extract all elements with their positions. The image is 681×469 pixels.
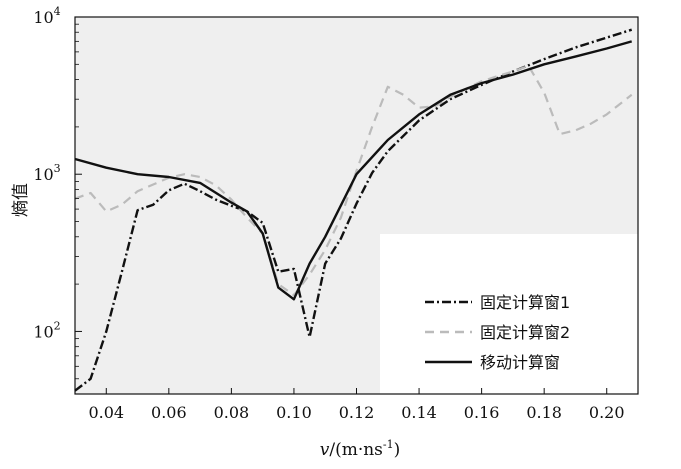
x-tick-label: 0.16 [464, 403, 500, 422]
x-tick-label: 0.10 [276, 403, 312, 422]
legend-label-1: 固定计算窗1 [480, 293, 570, 312]
x-tick-label: 0.06 [151, 403, 187, 422]
x-tick-label: 0.12 [339, 403, 375, 422]
x-axis-label-var: v [320, 440, 330, 460]
legend-label-3: 移动计算窗 [480, 353, 560, 372]
x-axis-label-sup: -1 [383, 438, 394, 451]
x-tick-label: 0.20 [589, 403, 625, 422]
legend-label-2: 固定计算窗2 [480, 323, 570, 342]
series-layer [74, 28, 633, 392]
x-tick-label: 0.14 [401, 403, 437, 422]
x-axis-label-close: ) [394, 440, 401, 460]
x-tick-label: 0.18 [526, 403, 562, 422]
y-axis-label: 熵值 [11, 183, 31, 217]
y-tick-label: 102 [33, 319, 60, 341]
x-axis-label: v/(m·ns-1) [320, 438, 401, 460]
legend-box [380, 234, 638, 394]
x-tick-label: 0.08 [214, 403, 250, 422]
legend: 固定计算窗1 固定计算窗2 移动计算窗 [425, 293, 570, 372]
x-axis-label-unit: /(m·ns [329, 440, 383, 460]
x-axis: 0.04 0.06 0.08 0.10 0.12 0.14 0.16 0.18 0.20 [88, 388, 625, 422]
y-tick-label: 103 [33, 162, 60, 184]
y-axis: 102 103 104 [33, 5, 82, 395]
series-line-3 [74, 40, 633, 301]
y-tick-label: 104 [33, 5, 60, 27]
series-line-2 [74, 64, 633, 297]
x-tick-label: 0.04 [88, 403, 124, 422]
